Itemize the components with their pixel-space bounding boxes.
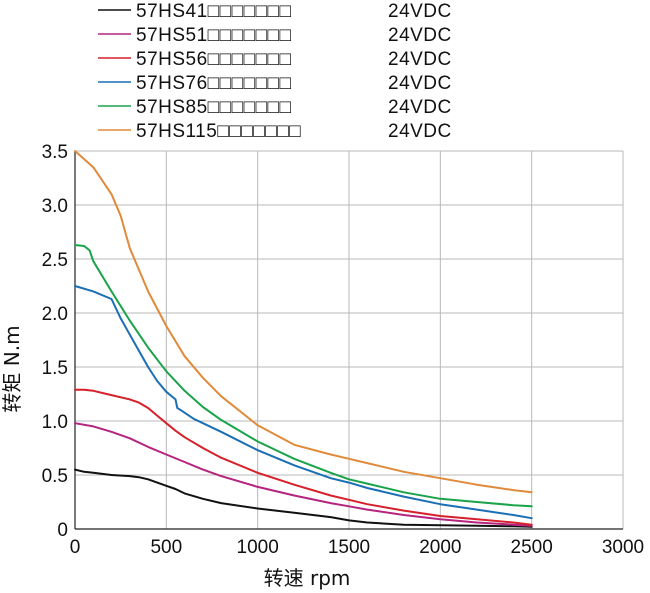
- series-line-5: [74, 150, 533, 494]
- x-tick-label: 3000: [602, 537, 644, 558]
- x-tick-label: 1500: [328, 537, 370, 558]
- legend-entry: 57HS76□□□□□□□ 24VDC: [98, 73, 452, 94]
- series-lines: [74, 150, 533, 528]
- legend-series-name: 57HS85□□□□□□□: [136, 97, 292, 118]
- grid: [74, 150, 624, 530]
- y-tick-label: 2.0: [42, 304, 68, 325]
- x-tick-label: 500: [150, 537, 182, 558]
- y-tick-labels: 0 0.5 1.0 1.5 2.0 2.5 3.0 3.5: [42, 142, 68, 541]
- x-tick-label: 2500: [511, 537, 553, 558]
- series-line-4: [74, 244, 533, 508]
- legend-voltage: 24VDC: [388, 97, 452, 118]
- legend-entry: 57HS85□□□□□□□ 24VDC: [98, 97, 452, 118]
- series-line-2: [74, 388, 533, 526]
- x-axis-title: 转速 rpm: [264, 566, 351, 590]
- y-tick-label: 1.5: [42, 358, 68, 379]
- x-tick-labels: 0 500 1000 1500 2000 2500 3000: [70, 537, 644, 558]
- y-tick-label: 3.5: [42, 142, 68, 163]
- legend-series-name: 57HS56□□□□□□□: [136, 49, 292, 70]
- y-tick-label: 3.0: [42, 196, 68, 217]
- legend-voltage: 24VDC: [388, 121, 452, 142]
- y-tick-label: 1.0: [42, 412, 68, 433]
- x-tick-label: 2000: [419, 537, 461, 558]
- series-line-1: [74, 422, 533, 527]
- legend-entry: 57HS56□□□□□□□ 24VDC: [98, 49, 452, 70]
- legend-entry: 57HS115□□□□□□□ 24VDC: [98, 121, 452, 142]
- series-line-3: [74, 285, 533, 520]
- series-line-0: [74, 468, 533, 528]
- legend-voltage: 24VDC: [388, 25, 452, 46]
- legend-series-name: 57HS76□□□□□□□: [136, 73, 292, 94]
- legend-voltage: 24VDC: [388, 49, 452, 70]
- y-tick-label: 0: [57, 520, 68, 541]
- x-tick-label: 1000: [237, 537, 279, 558]
- legend-entry: 57HS51□□□□□□□ 24VDC: [98, 25, 452, 46]
- y-axis-title: 转矩 N.m: [0, 325, 24, 412]
- legend-series-name: 57HS41□□□□□□□: [136, 1, 292, 22]
- legend-voltage: 24VDC: [388, 73, 452, 94]
- y-tick-label: 2.5: [42, 250, 68, 271]
- legend-voltage: 24VDC: [388, 1, 452, 22]
- legend-entry: 57HS41□□□□□□□ 24VDC: [98, 1, 452, 22]
- legend-series-name: 57HS51□□□□□□□: [136, 25, 292, 46]
- legend-series-name: 57HS115□□□□□□□: [136, 121, 301, 142]
- x-tick-label: 0: [70, 537, 81, 558]
- y-tick-label: 0.5: [42, 466, 68, 487]
